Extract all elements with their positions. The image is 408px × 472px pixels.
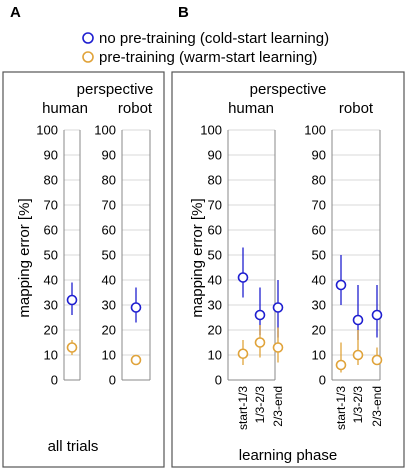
panel-b-human-y-tick-label: 10 xyxy=(208,348,222,363)
panel-a-human-y-tick-label: 60 xyxy=(44,223,58,238)
panel-a-robot-y-tick-label: 10 xyxy=(102,348,116,363)
panel-b-human-data-point xyxy=(272,342,284,353)
panel-b-robot-y-tick-label: 40 xyxy=(312,273,326,288)
panel-b-robot-data-point xyxy=(371,354,383,366)
panel-b-robot-x-tick-label: 1/3-2/3 xyxy=(351,386,365,424)
panel-a-human-y-tick-label: 100 xyxy=(36,123,58,138)
panel-b-human-y-tick-label: 40 xyxy=(208,273,222,288)
panel-b-bottom-label: learning phase xyxy=(239,447,337,464)
panel-a-human-title: human xyxy=(42,100,88,117)
panel-b-robot-x-tick-label: start-1/3 xyxy=(334,386,348,430)
legend-marker-warm-start xyxy=(82,51,94,63)
panel-b-human-y-tick-label: 50 xyxy=(208,248,222,263)
panel-a-human-data-point xyxy=(66,294,78,306)
panel-a-frame xyxy=(2,71,165,468)
panel-b-robot-y-tick-label: 20 xyxy=(312,323,326,338)
panel-a-bottom-label: all trials xyxy=(48,438,99,455)
legend: no pre-training (cold-start learning) pr… xyxy=(82,30,329,66)
panel-b-robot-data-point xyxy=(371,309,383,321)
panel-a-robot-y-tick-label: 40 xyxy=(102,273,116,288)
panel-a-human-y-tick-label: 10 xyxy=(44,348,58,363)
panel-b-robot-y-tick-label: 10 xyxy=(312,348,326,363)
chart-marks: human0102030405060708090100robot01020304… xyxy=(36,100,384,430)
panel-b-human-data-point xyxy=(254,337,266,348)
panel-a-robot-data-point xyxy=(130,302,142,313)
panel-a-robot-y-tick-label: 70 xyxy=(102,198,116,213)
panel-b-human-title: human xyxy=(228,100,274,117)
panel-b-human-data-point xyxy=(254,309,266,321)
panel-a-human-y-tick-label: 20 xyxy=(44,323,58,338)
panel-a-robot-y-tick-label: 30 xyxy=(102,298,116,313)
panel-b-human-y-tick-label: 80 xyxy=(208,173,222,188)
panel-b-human-y-tick-label: 60 xyxy=(208,223,222,238)
panel-a-robot-data-point xyxy=(130,354,142,366)
panel-a-human-y-tick-label: 30 xyxy=(44,298,58,313)
panel-a-human-y-tick-label: 40 xyxy=(44,273,58,288)
panel-b-human-x-tick-label: 1/3-2/3 xyxy=(253,386,267,424)
panel-b-robot-title: robot xyxy=(339,100,374,117)
panel-b-robot-x-tick-label: 2/3-end xyxy=(370,386,384,427)
panel-a-y-axis-label: mapping error [%] xyxy=(16,198,33,317)
panel-b-frame xyxy=(171,71,405,468)
panel-a-robot-y-tick-label: 80 xyxy=(102,173,116,188)
panel-b-human-y-tick-label: 100 xyxy=(200,123,222,138)
panel-b-human-y-tick-label: 70 xyxy=(208,198,222,213)
panel-a-robot-y-tick-label: 20 xyxy=(102,323,116,338)
panel-b-human-data-point xyxy=(272,302,284,313)
panel-b-human-y-tick-label: 90 xyxy=(208,148,222,163)
panel-a-robot-title: robot xyxy=(118,100,153,117)
panel-a-perspective-label: perspective xyxy=(77,81,154,98)
panel-b-robot-y-tick-label: 60 xyxy=(312,223,326,238)
legend-marker-cold-start xyxy=(82,32,94,44)
panel-b-robot-y-tick-label: 90 xyxy=(312,148,326,163)
panel-a-robot-y-tick-label: 0 xyxy=(109,373,116,388)
panel-a-human-y-tick-label: 0 xyxy=(51,373,58,388)
panel-b-robot-y-tick-label: 80 xyxy=(312,173,326,188)
panel-a-letter: A xyxy=(10,4,21,21)
panel-b-human-data-point xyxy=(237,348,249,360)
legend-label-warm-start: pre-training (warm-start learning) xyxy=(99,49,317,66)
panel-b-robot-data-point xyxy=(335,359,347,371)
panel-a-robot-y-tick-label: 50 xyxy=(102,248,116,263)
panel-a-human-data-point xyxy=(66,342,78,353)
panel-b-human-y-tick-label: 0 xyxy=(215,373,222,388)
panel-a-human-y-tick-label: 70 xyxy=(44,198,58,213)
panel-b-robot-data-point xyxy=(352,314,364,326)
panel-a-human-y-tick-label: 80 xyxy=(44,173,58,188)
panel-b-human-x-tick-label: start-1/3 xyxy=(236,386,250,430)
panel-b-human-y-tick-label: 20 xyxy=(208,323,222,338)
panel-b-y-axis-label: mapping error [%] xyxy=(189,198,206,317)
panel-b-robot-y-tick-label: 50 xyxy=(312,248,326,263)
panel-a-robot-y-tick-label: 60 xyxy=(102,223,116,238)
panel-b-human-data-point xyxy=(237,272,249,283)
panel-b-robot-data-point xyxy=(335,279,347,291)
panel-b-robot-y-tick-label: 100 xyxy=(304,123,326,138)
panel-a-human-y-tick-label: 50 xyxy=(44,248,58,263)
legend-label-cold-start: no pre-training (cold-start learning) xyxy=(99,30,329,47)
panel-b-robot-y-tick-label: 0 xyxy=(319,373,326,388)
panel-b-robot-y-tick-label: 30 xyxy=(312,298,326,313)
panel-a-robot-y-tick-label: 100 xyxy=(94,123,116,138)
panel-b-letter: B xyxy=(178,4,189,21)
panel-b-human-x-tick-label: 2/3-end xyxy=(271,386,285,427)
panel-b-robot-y-tick-label: 70 xyxy=(312,198,326,213)
panel-b-perspective-label: perspective xyxy=(250,81,327,98)
panel-b-robot-data-point xyxy=(352,349,364,361)
panel-b-human-y-tick-label: 30 xyxy=(208,298,222,313)
panel-a-human-y-tick-label: 90 xyxy=(44,148,58,163)
panel-a-robot-y-tick-label: 90 xyxy=(102,148,116,163)
